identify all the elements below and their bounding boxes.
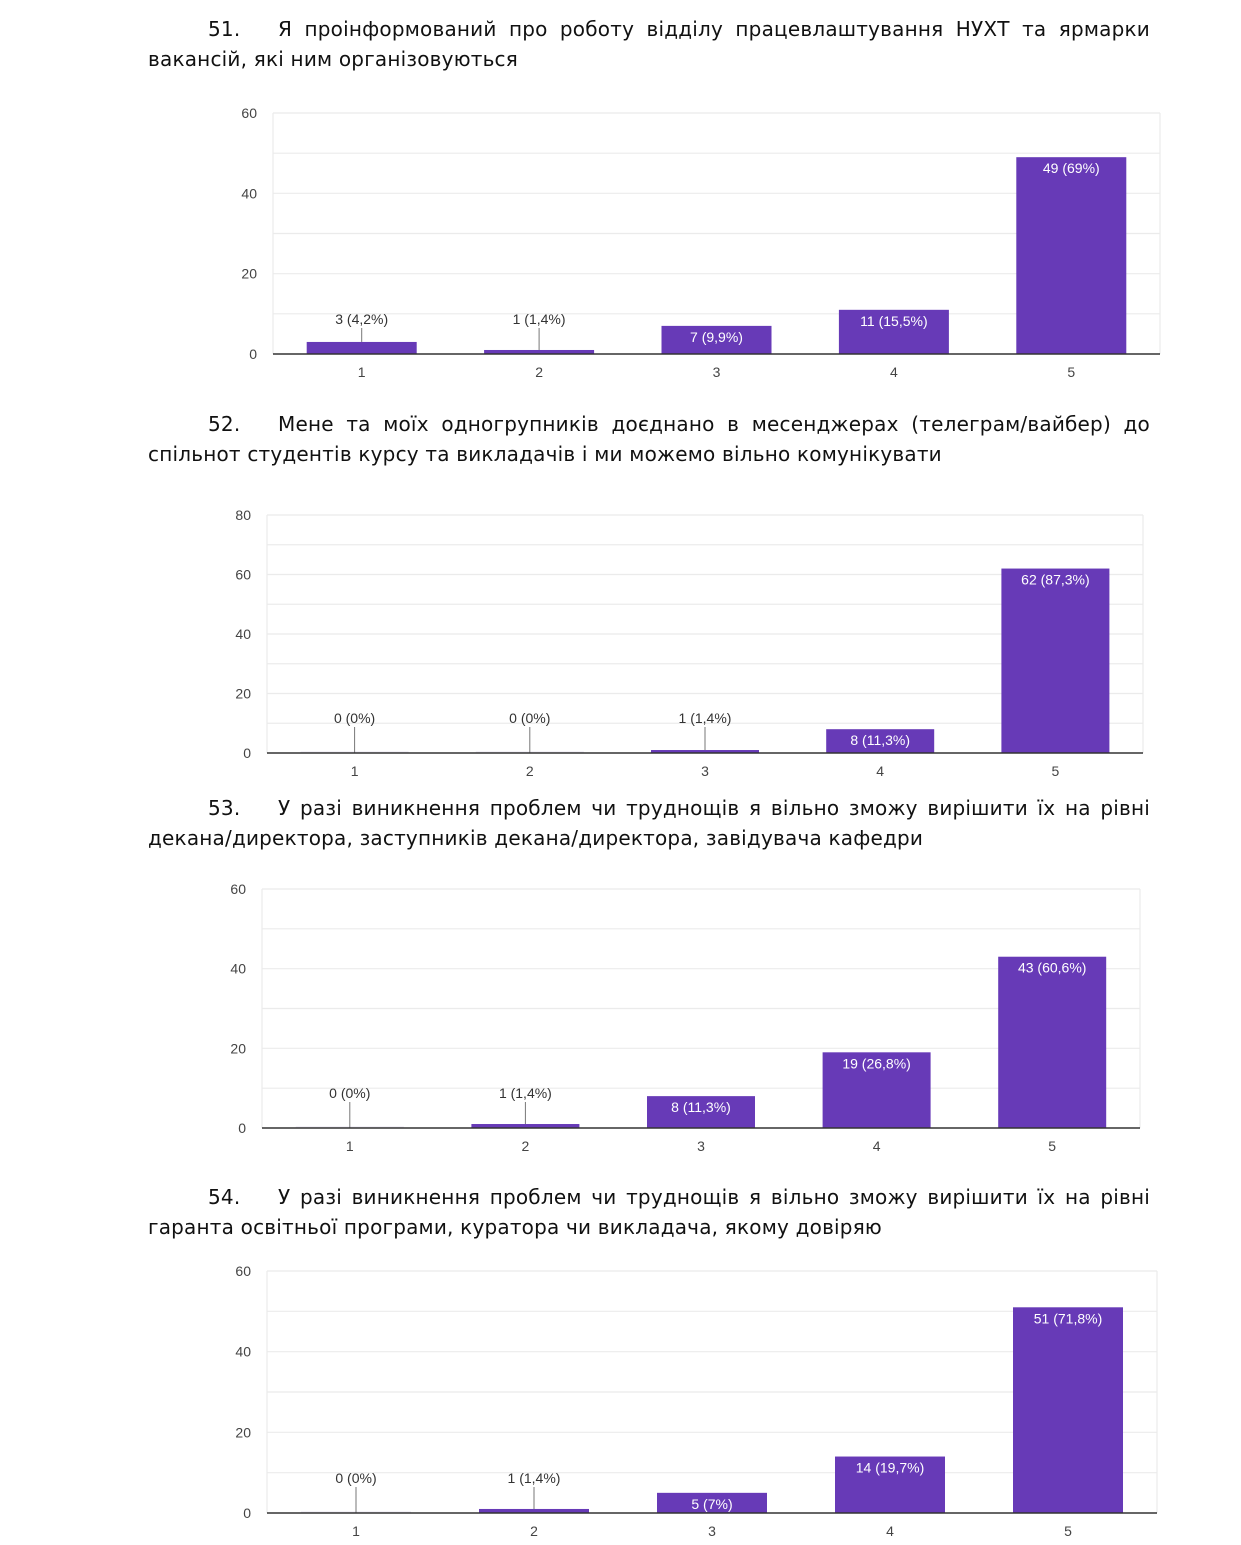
data-label: 3 (4,2%) <box>335 311 388 327</box>
bar <box>484 349 595 354</box>
bar-chart-q53: 0 20 40 60 0 (0%) 1 1 (1,4%) 2 8 (11,3%) 3 19 (26,… <box>225 876 1165 1161</box>
question-number: 53. <box>208 796 241 820</box>
data-label: 11 (15,5%) <box>860 313 927 329</box>
x-tick-label: 1 <box>358 364 366 380</box>
chart-svg: 0 20 40 60 80 0 (0%) 1 0 (0%) 2 1 (1,4%) 3 8 (11,3%… <box>235 507 1144 779</box>
bar <box>657 1492 767 1513</box>
y-tick-label: 0 <box>238 1120 246 1136</box>
y-tick-label: 20 <box>235 1424 251 1440</box>
question-number: 51. <box>208 17 241 41</box>
data-label: 5 (7%) <box>691 1496 732 1512</box>
bar <box>838 309 949 354</box>
bar <box>306 341 417 354</box>
bar <box>1013 1307 1123 1513</box>
bar <box>835 1456 945 1513</box>
question-52: 52. Мене та моїх одногрупників доєднано в… <box>148 409 1150 469</box>
bar <box>822 1052 931 1128</box>
data-label: 1 (1,4%) <box>508 1470 561 1486</box>
data-label: 7 (9,9%) <box>690 329 743 345</box>
y-tick-label: 20 <box>241 266 257 282</box>
data-label: 1 (1,4%) <box>513 311 566 327</box>
bar <box>479 1508 589 1513</box>
data-label: 62 (87,3%) <box>1021 572 1089 588</box>
y-tick-label: 60 <box>230 881 246 897</box>
bar <box>1016 157 1127 354</box>
y-tick-label: 60 <box>241 105 257 121</box>
question-text: Я проінформований про роботу відділу пра… <box>148 17 1150 71</box>
y-tick-label: 20 <box>235 686 251 702</box>
data-label: 1 (1,4%) <box>499 1085 552 1101</box>
chart-svg: 0 20 40 60 0 (0%) 1 1 (1,4%) 2 5 (7%) 3 14 (19,7%)… <box>235 1263 1158 1539</box>
bar-chart-q54: 0 20 40 60 0 (0%) 1 1 (1,4%) 2 5 (7%) 3 14 (19,7%)… <box>225 1259 1165 1544</box>
data-label: 8 (11,3%) <box>671 1099 731 1115</box>
question-text: У разі виникнення проблем чи труднощів я… <box>148 1185 1150 1239</box>
x-tick-label: 5 <box>1048 1138 1056 1154</box>
x-tick-label: 3 <box>697 1138 705 1154</box>
data-label: 1 (1,4%) <box>679 710 732 726</box>
y-tick-label: 60 <box>235 1263 251 1279</box>
bar <box>826 729 935 753</box>
y-tick-label: 0 <box>249 346 257 362</box>
x-tick-label: 4 <box>873 1138 881 1154</box>
data-label: 8 (11,3%) <box>850 732 910 748</box>
data-label: 14 (19,7%) <box>856 1460 924 1476</box>
x-tick-label: 1 <box>351 763 359 779</box>
chart-svg: 0 20 40 60 0 (0%) 1 1 (1,4%) 2 8 (11,3%) 3 19 (26,… <box>230 881 1141 1154</box>
x-tick-label: 1 <box>352 1523 360 1539</box>
y-tick-label: 40 <box>235 626 251 642</box>
x-tick-label: 4 <box>876 763 884 779</box>
question-number: 52. <box>208 412 241 436</box>
data-label: 43 (60,6%) <box>1018 960 1086 976</box>
x-tick-label: 4 <box>890 364 898 380</box>
data-label: 0 (0%) <box>329 1085 370 1101</box>
question-54: 54. У разі виникнення проблем чи труднощі… <box>148 1182 1150 1242</box>
bar <box>1001 568 1110 753</box>
question-text: У разі виникнення проблем чи труднощів я… <box>148 796 1150 850</box>
x-tick-label: 3 <box>701 763 709 779</box>
y-tick-label: 60 <box>235 567 251 583</box>
bar <box>647 1096 755 1128</box>
x-tick-label: 4 <box>886 1523 894 1539</box>
y-tick-label: 40 <box>241 185 257 201</box>
y-tick-label: 0 <box>243 745 251 761</box>
x-tick-label: 2 <box>522 1138 530 1154</box>
x-tick-label: 5 <box>1064 1523 1072 1539</box>
bar <box>661 325 772 354</box>
x-tick-label: 5 <box>1067 364 1075 380</box>
y-tick-label: 20 <box>230 1040 246 1056</box>
question-51: 51. Я проінформований про роботу відділу … <box>148 14 1150 74</box>
y-tick-label: 0 <box>243 1505 251 1521</box>
data-label: 19 (26,8%) <box>842 1055 910 1071</box>
y-tick-label: 80 <box>235 507 251 523</box>
x-tick-label: 1 <box>346 1138 354 1154</box>
data-label: 0 (0%) <box>335 1470 376 1486</box>
question-53: 53. У разі виникнення проблем чи труднощі… <box>148 793 1150 853</box>
x-tick-label: 3 <box>708 1523 716 1539</box>
data-label: 51 (71,8%) <box>1034 1310 1102 1326</box>
bar <box>651 750 759 753</box>
x-tick-label: 5 <box>1052 763 1060 779</box>
bar-chart-q51: 0 20 40 60 3 (4,2%) 1 1 (1,4%) 2 7 (9,9%) 3 11 (15… <box>225 100 1165 390</box>
question-number: 54. <box>208 1185 241 1209</box>
data-label: 0 (0%) <box>334 710 375 726</box>
x-tick-label: 3 <box>713 364 721 380</box>
bar <box>998 956 1107 1128</box>
y-tick-label: 40 <box>235 1344 251 1360</box>
x-tick-label: 2 <box>526 763 534 779</box>
y-tick-label: 40 <box>230 961 246 977</box>
bar-chart-q52: 0 20 40 60 80 0 (0%) 1 0 (0%) 2 1 (1,4%) 3 8 (11,3%… <box>225 503 1165 788</box>
data-label: 0 (0%) <box>509 710 550 726</box>
x-tick-label: 2 <box>535 364 543 380</box>
bar <box>471 1124 580 1128</box>
data-label: 49 (69%) <box>1043 160 1100 176</box>
chart-svg: 0 20 40 60 3 (4,2%) 1 1 (1,4%) 2 7 (9,9%) 3 11 (15… <box>241 105 1161 380</box>
x-tick-label: 2 <box>530 1523 538 1539</box>
question-text: Мене та моїх одногрупників доєднано в ме… <box>148 412 1150 466</box>
